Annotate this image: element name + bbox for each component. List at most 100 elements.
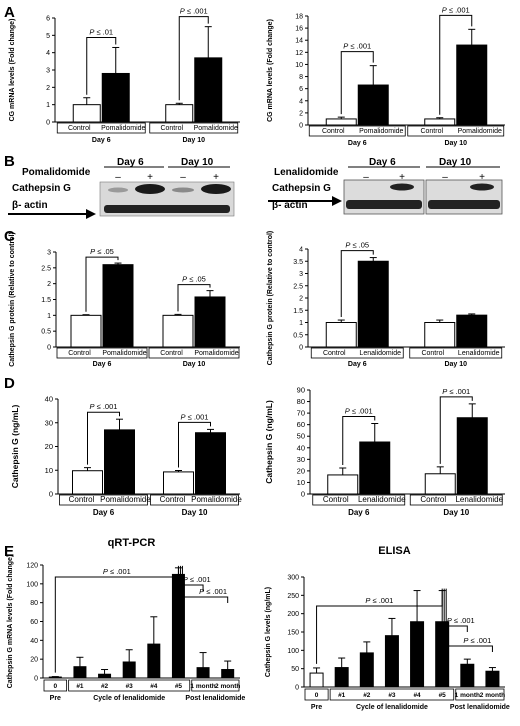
x-group-box	[455, 688, 505, 701]
group-label: Day 6	[348, 508, 370, 517]
x-label-box	[150, 494, 239, 506]
bar	[165, 104, 194, 123]
series-label: Control	[160, 350, 183, 357]
lane-sign: +	[479, 172, 485, 183]
significance-bracket	[178, 421, 211, 468]
x-group-label: Cycle of lenalidomide	[356, 704, 428, 711]
series-label: Control	[160, 125, 183, 132]
bar	[424, 322, 456, 348]
y-tick-label: 0.5	[293, 332, 303, 339]
lane-sign: –	[180, 172, 186, 183]
x-tick-label: 0	[315, 692, 319, 699]
y-axis-label: Cathepsin G (ng/mL)	[264, 400, 274, 484]
group-label: Day 10	[182, 137, 205, 144]
x-group-label: Post lenalidomide	[450, 704, 510, 711]
series-label: Pomalidomide	[102, 350, 146, 357]
chart-E-left: 0 20 40 60 80 100 120 Cathepsin G mRNA levels (…	[7, 537, 245, 702]
series-label: Lenalidomide	[358, 495, 406, 504]
y-tick-label: 4	[299, 98, 303, 105]
significance-bracket	[178, 16, 209, 101]
p-value-label: P ≤ .001	[183, 575, 211, 584]
series-label: Lenalidomide	[359, 350, 401, 357]
p-value-label: P ≤ .001	[199, 587, 227, 596]
y-tick-label: 0	[49, 490, 53, 499]
y-tick-label: 0	[295, 685, 299, 692]
series-label: Control	[69, 495, 95, 504]
y-tick-label: 6	[46, 16, 50, 23]
significance-bracket	[181, 565, 229, 603]
y-axis-label: Cathepsin G levels (ng/mL)	[265, 587, 272, 677]
y-axis-label: Cathepsin G (ng/mL)	[10, 405, 20, 489]
y-axis-label: CG mRNA levels (Fold change)	[267, 19, 274, 122]
y-axis-label: Cathepsin G mRNA levels (Fold change)	[7, 555, 14, 689]
y-tick-label: 90	[297, 386, 305, 395]
significance-bracket	[340, 250, 374, 318]
y-tick-label: 200	[287, 611, 299, 618]
bar	[357, 84, 389, 126]
bar	[73, 666, 87, 679]
y-tick-label: 8	[299, 74, 303, 81]
series-label: Control	[420, 495, 446, 504]
y-tick-label: 300	[287, 575, 299, 582]
y-tick-label: 1.5	[41, 297, 51, 304]
y-tick-label: 40	[297, 443, 305, 452]
y-tick-label: 0	[301, 490, 305, 499]
series-label: Pomalidomide	[191, 495, 242, 504]
series-label: Pomalidomide	[359, 128, 403, 135]
x-tick-label: 2 month	[480, 692, 505, 699]
bar	[163, 471, 194, 495]
y-tick-label: 2.5	[41, 265, 51, 272]
x-group-box	[329, 688, 455, 701]
significance-bracket	[54, 565, 179, 673]
y-tick-label: 0	[34, 676, 38, 683]
y-tick-label: 12	[295, 50, 303, 57]
x-label-box	[148, 347, 240, 359]
panel-letter-e: E	[4, 543, 14, 560]
series-label: Lenalidomide	[455, 495, 503, 504]
y-tick-label: 0	[299, 123, 303, 130]
y-tick-label: 40	[30, 638, 38, 645]
bar	[104, 429, 135, 495]
bar	[359, 652, 374, 688]
group-label: Day 10	[444, 140, 467, 147]
x-group-label: Pre	[50, 695, 61, 702]
chart-A-left: 0 1 2 3 4 5 6 CG mRNA levels (Fold change) P ≤ .…	[9, 7, 240, 144]
bar	[456, 314, 488, 348]
x-label-box	[149, 122, 239, 134]
x-label-box	[56, 347, 148, 359]
bar	[359, 441, 391, 495]
series-label: Pomalidomide	[101, 125, 145, 132]
significance-bracket	[439, 14, 473, 115]
significance-bracket	[445, 588, 493, 652]
panel-letter-b: B	[4, 153, 15, 170]
y-tick-label: 4	[46, 50, 50, 57]
bar	[325, 118, 357, 126]
y-axis-label: Cathepsin G protein (Relative to control…	[9, 232, 16, 367]
drug-label: Pomalidomide	[22, 167, 91, 178]
x-tick-label: #2	[101, 683, 109, 690]
x-tick-label: #4	[150, 683, 158, 690]
y-tick-label: 40	[45, 395, 53, 404]
group-label: Day 10	[183, 361, 206, 368]
y-tick-label: 10	[295, 62, 303, 69]
y-tick-label: 0	[46, 120, 50, 127]
chart-title: ELISA	[378, 545, 410, 557]
series-label: Control	[420, 128, 443, 135]
band-label-beta-actin: β- actin	[12, 200, 48, 211]
chart-C-right: 0 0.5 1 1.5 2 2.5 3 3.5 4 Cathepsin G protein (Re…	[267, 231, 505, 368]
day-label: Day 10	[181, 157, 214, 168]
bar	[456, 417, 488, 495]
day-label: Day 6	[117, 157, 144, 168]
p-value-label: P ≤ .001	[442, 387, 470, 396]
series-label: Pomalidomide	[194, 125, 238, 132]
y-tick-label: 70	[297, 409, 305, 418]
y-tick-label: 10	[45, 466, 53, 475]
y-tick-label: 3.5	[293, 259, 303, 266]
y-tick-label: 16	[295, 26, 303, 33]
series-label: Pomalidomide	[458, 128, 502, 135]
lane-sign: +	[147, 172, 153, 183]
significance-bracket	[340, 51, 374, 115]
y-axis-label: Cathepsin G protein (Relative to control…	[267, 231, 274, 366]
band-label-cathepsin-g: Cathepsin G	[272, 183, 331, 194]
